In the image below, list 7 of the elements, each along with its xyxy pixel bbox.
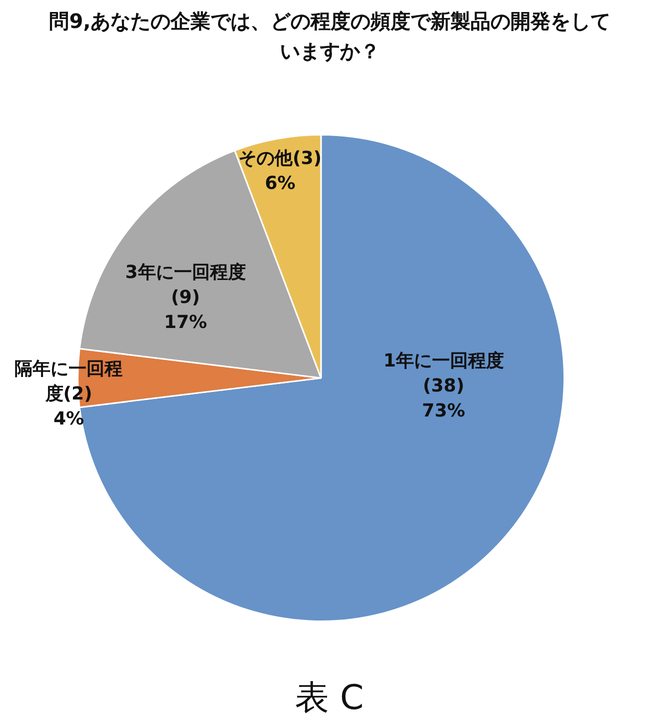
data-label: (9) 17%	[164, 286, 208, 333]
slice-label: その他(3) 6%	[238, 148, 322, 194]
text: 表 C	[294, 678, 365, 718]
slice-label: 3年に一回程度	[125, 262, 246, 283]
slice-label: 1年に一回程度	[383, 350, 504, 372]
data-label: (38) 73%	[422, 376, 466, 422]
chart-title: 問9,あなたの企業では、どの程度の頻度で新製品の開発をしていますか？	[48, 8, 612, 65]
